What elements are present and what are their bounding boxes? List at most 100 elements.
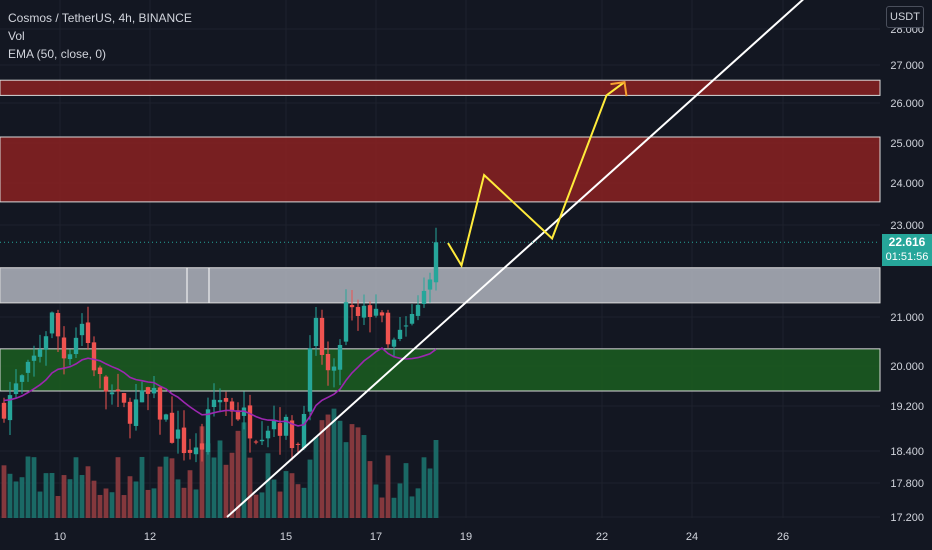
volume-bar — [229, 452, 235, 518]
candle-body — [163, 414, 169, 420]
volume-bar — [409, 496, 415, 518]
candle-body — [85, 322, 91, 343]
candle-body — [325, 353, 331, 371]
price-tick-label: 25.000 — [890, 138, 924, 150]
volume-bar — [421, 457, 427, 518]
candle-body — [25, 361, 31, 373]
volume-bar — [277, 491, 283, 518]
candle-body — [253, 441, 259, 443]
volume-bar — [385, 455, 391, 518]
volume-bar — [253, 494, 259, 518]
price-tick-label: 17.200 — [890, 512, 924, 524]
volume-bar — [199, 426, 205, 518]
volume-bar — [103, 488, 109, 518]
price-tick-label: 20.000 — [890, 361, 924, 373]
volume-bar — [151, 488, 157, 518]
last-price-tag: 22.616 01:51:56 — [882, 234, 932, 266]
volume-bar — [97, 494, 103, 518]
candle-body — [295, 443, 301, 445]
price-tick-label: 26.000 — [890, 98, 924, 110]
candle-body — [301, 413, 307, 449]
volume-bar — [241, 422, 247, 518]
volume-bar — [67, 479, 73, 518]
volume-bar — [295, 484, 301, 518]
volume-bar — [139, 456, 145, 518]
volume-bar — [265, 453, 271, 518]
candle-body — [283, 416, 289, 436]
time-tick-label: 19 — [460, 531, 472, 543]
currency-button[interactable]: USDT — [886, 6, 924, 28]
volume-bar — [163, 456, 169, 518]
candle-body — [277, 423, 283, 436]
candle-body — [319, 317, 325, 355]
volume-bar — [403, 463, 409, 518]
volume-bar — [247, 457, 253, 518]
candle-body — [199, 443, 205, 450]
time-tick-label: 22 — [596, 531, 608, 543]
candle-body — [31, 355, 37, 361]
volume-bar — [145, 489, 151, 518]
volume-bar — [343, 442, 349, 518]
candle-body — [139, 390, 145, 403]
volume-bar — [217, 440, 223, 518]
candle-body — [229, 401, 235, 412]
candle-body — [331, 366, 337, 371]
candle-body — [151, 387, 157, 394]
volume-bar — [373, 484, 379, 518]
candle-body — [433, 242, 439, 283]
ascending-trendline — [226, 0, 805, 518]
volume-bar — [19, 477, 25, 518]
price-tick-label: 24.000 — [890, 178, 924, 190]
candle-body — [43, 336, 49, 350]
candle-body — [355, 306, 361, 316]
candle-body — [37, 349, 43, 357]
candle-body — [349, 305, 355, 308]
volume-bar — [79, 475, 85, 518]
candle-body — [205, 409, 211, 453]
volume-bar — [367, 461, 373, 518]
candle-body — [391, 339, 397, 347]
price-tick-label: 19.200 — [890, 401, 924, 413]
volume-bar — [187, 470, 193, 518]
candlesticks — [1, 227, 439, 463]
volume-bar — [301, 487, 307, 518]
volume-bar — [331, 408, 337, 518]
volume-bar — [181, 487, 187, 518]
volume-bar — [271, 479, 277, 518]
chart-zones — [0, 79, 881, 392]
volume-bar — [55, 496, 61, 518]
volume-bar — [313, 437, 319, 518]
candle-body — [145, 387, 151, 394]
candle-body — [289, 420, 295, 449]
price-tick-label: 27.000 — [890, 60, 924, 72]
candle-body — [421, 290, 427, 304]
time-axis: 10 12 15 17 19 22 24 26 — [54, 531, 789, 543]
ema-indicator-label[interactable]: EMA (50, close, 0) — [8, 47, 107, 61]
candle-body — [367, 305, 373, 317]
candle-body — [7, 395, 13, 421]
candle-body — [49, 312, 55, 334]
volume-bar — [175, 479, 181, 518]
volume-bar — [289, 473, 295, 518]
candle-body — [109, 392, 115, 395]
volume-bar — [37, 491, 43, 518]
candle-body — [187, 449, 193, 453]
chart-grid — [0, 0, 880, 518]
volume-bar — [325, 414, 331, 518]
volume-bar — [307, 459, 313, 518]
candle-body — [337, 344, 343, 370]
chart-drawings — [0, 0, 880, 518]
ema-line — [3, 347, 437, 427]
last-price-value: 22.616 — [888, 235, 926, 249]
volume-indicator-label[interactable]: Vol — [8, 29, 25, 43]
symbol-title[interactable]: Cosmos / TetherUS, 4h, BINANCE — [8, 11, 192, 25]
time-tick-label: 24 — [686, 531, 698, 543]
neutral-zone — [0, 267, 881, 304]
volume-bar — [361, 435, 367, 518]
candle-body — [61, 337, 67, 359]
volume-bar — [433, 440, 439, 518]
candle-body — [211, 399, 217, 408]
candle-body — [313, 317, 319, 347]
candle-body — [379, 312, 385, 316]
